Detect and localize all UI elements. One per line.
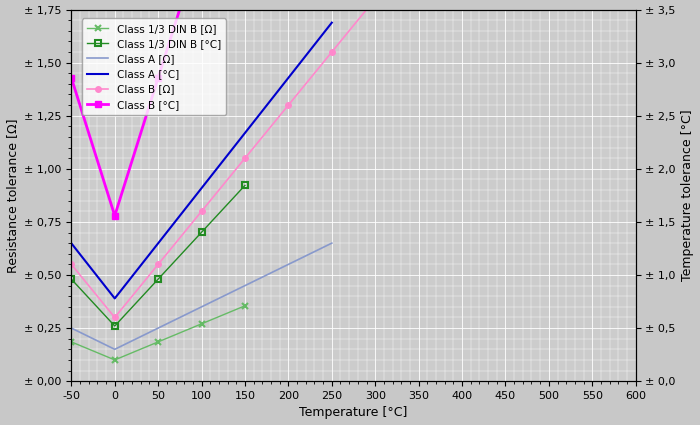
- Class 1/3 DIN B [°C]: [154, 277, 162, 282]
- Class A [°C]: [284, 75, 293, 80]
- Class 1/3 DIN B [Ω]: [154, 339, 162, 344]
- Line: Class B [Ω]: Class B [Ω]: [69, 0, 638, 320]
- Line: Class A [°C]: Class A [°C]: [71, 23, 332, 298]
- Class B [Ω]: [111, 315, 119, 320]
- Class 1/3 DIN B [Ω]: [197, 321, 206, 326]
- Y-axis label: Resistance tolerance [Ω]: Resistance tolerance [Ω]: [6, 118, 19, 272]
- Legend: Class 1/3 DIN B [Ω], Class 1/3 DIN B [°C], Class A [Ω], Class A [°C], Class B [Ω: Class 1/3 DIN B [Ω], Class 1/3 DIN B [°C…: [82, 18, 226, 115]
- Class A [°C]: [328, 20, 336, 25]
- Class A [Ω]: [284, 262, 293, 267]
- Class B [°C]: [67, 75, 76, 80]
- Class B [Ω]: [241, 156, 249, 161]
- Class 1/3 DIN B [Ω]: [111, 357, 119, 363]
- Class A [°C]: [67, 241, 76, 246]
- Class 1/3 DIN B [°C]: [197, 230, 206, 235]
- Class B [Ω]: [371, 0, 379, 2]
- X-axis label: Temperature [°C]: Temperature [°C]: [300, 406, 407, 419]
- Class 1/3 DIN B [Ω]: [67, 339, 76, 344]
- Line: Class 1/3 DIN B [Ω]: Class 1/3 DIN B [Ω]: [68, 302, 248, 363]
- Line: Class B [°C]: Class B [°C]: [68, 0, 639, 219]
- Class A [Ω]: [197, 304, 206, 309]
- Class B [Ω]: [197, 209, 206, 214]
- Class 1/3 DIN B [°C]: [111, 323, 119, 329]
- Class 1/3 DIN B [°C]: [67, 277, 76, 282]
- Class A [Ω]: [328, 241, 336, 246]
- Y-axis label: Temperature tolerance [°C]: Temperature tolerance [°C]: [681, 110, 694, 281]
- Class 1/3 DIN B [°C]: [241, 183, 249, 188]
- Line: Class 1/3 DIN B [°C]: Class 1/3 DIN B [°C]: [69, 183, 248, 329]
- Class 1/3 DIN B [Ω]: [241, 303, 249, 308]
- Class A [°C]: [111, 296, 119, 301]
- Class A [°C]: [197, 186, 206, 191]
- Class B [°C]: [154, 75, 162, 80]
- Class B [Ω]: [328, 49, 336, 54]
- Class B [Ω]: [284, 102, 293, 108]
- Class B [°C]: [111, 213, 119, 218]
- Class A [Ω]: [111, 347, 119, 352]
- Class A [°C]: [154, 241, 162, 246]
- Class A [°C]: [241, 130, 249, 136]
- Class B [Ω]: [67, 262, 76, 267]
- Class A [Ω]: [154, 326, 162, 331]
- Class A [Ω]: [241, 283, 249, 288]
- Class A [Ω]: [67, 326, 76, 331]
- Line: Class A [Ω]: Class A [Ω]: [71, 243, 332, 349]
- Class B [Ω]: [154, 262, 162, 267]
